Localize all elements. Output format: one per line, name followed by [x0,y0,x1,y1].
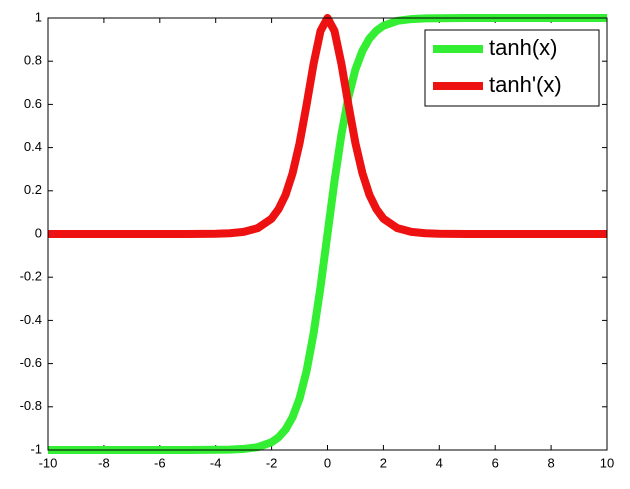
y-tick-label: -0.8 [20,398,42,413]
plot-frame [47,17,608,451]
y-tick-label: -0.4 [20,312,42,327]
legend-label: tanh'(x) [489,72,562,97]
y-tick-label: -0.2 [20,269,42,284]
x-tick-label: 6 [492,455,499,470]
legend-box [424,29,600,107]
x-tick-label: 10 [600,455,614,470]
y-tick-label: 0.6 [24,96,42,111]
x-tick-label: -2 [266,455,278,470]
x-tick-label: -4 [210,455,222,470]
x-tick-label: -6 [154,455,166,470]
x-tick-label: 8 [547,455,554,470]
x-tick-label: -10 [39,455,58,470]
y-tick-label: -0.6 [20,355,42,370]
y-tick-label: 0.4 [24,139,42,154]
y-tick-label: 0.8 [24,53,42,68]
x-tick-label: 0 [324,455,331,470]
x-tick-label: 4 [436,455,443,470]
x-tick-label: -8 [98,455,110,470]
y-tick-label: 0.2 [24,182,42,197]
y-tick-label: -1 [30,441,42,456]
x-tick-label: 2 [380,455,387,470]
y-tick-label: 0 [35,225,42,240]
y-tick-label: 1 [35,9,42,24]
legend-label: tanh(x) [489,35,557,60]
